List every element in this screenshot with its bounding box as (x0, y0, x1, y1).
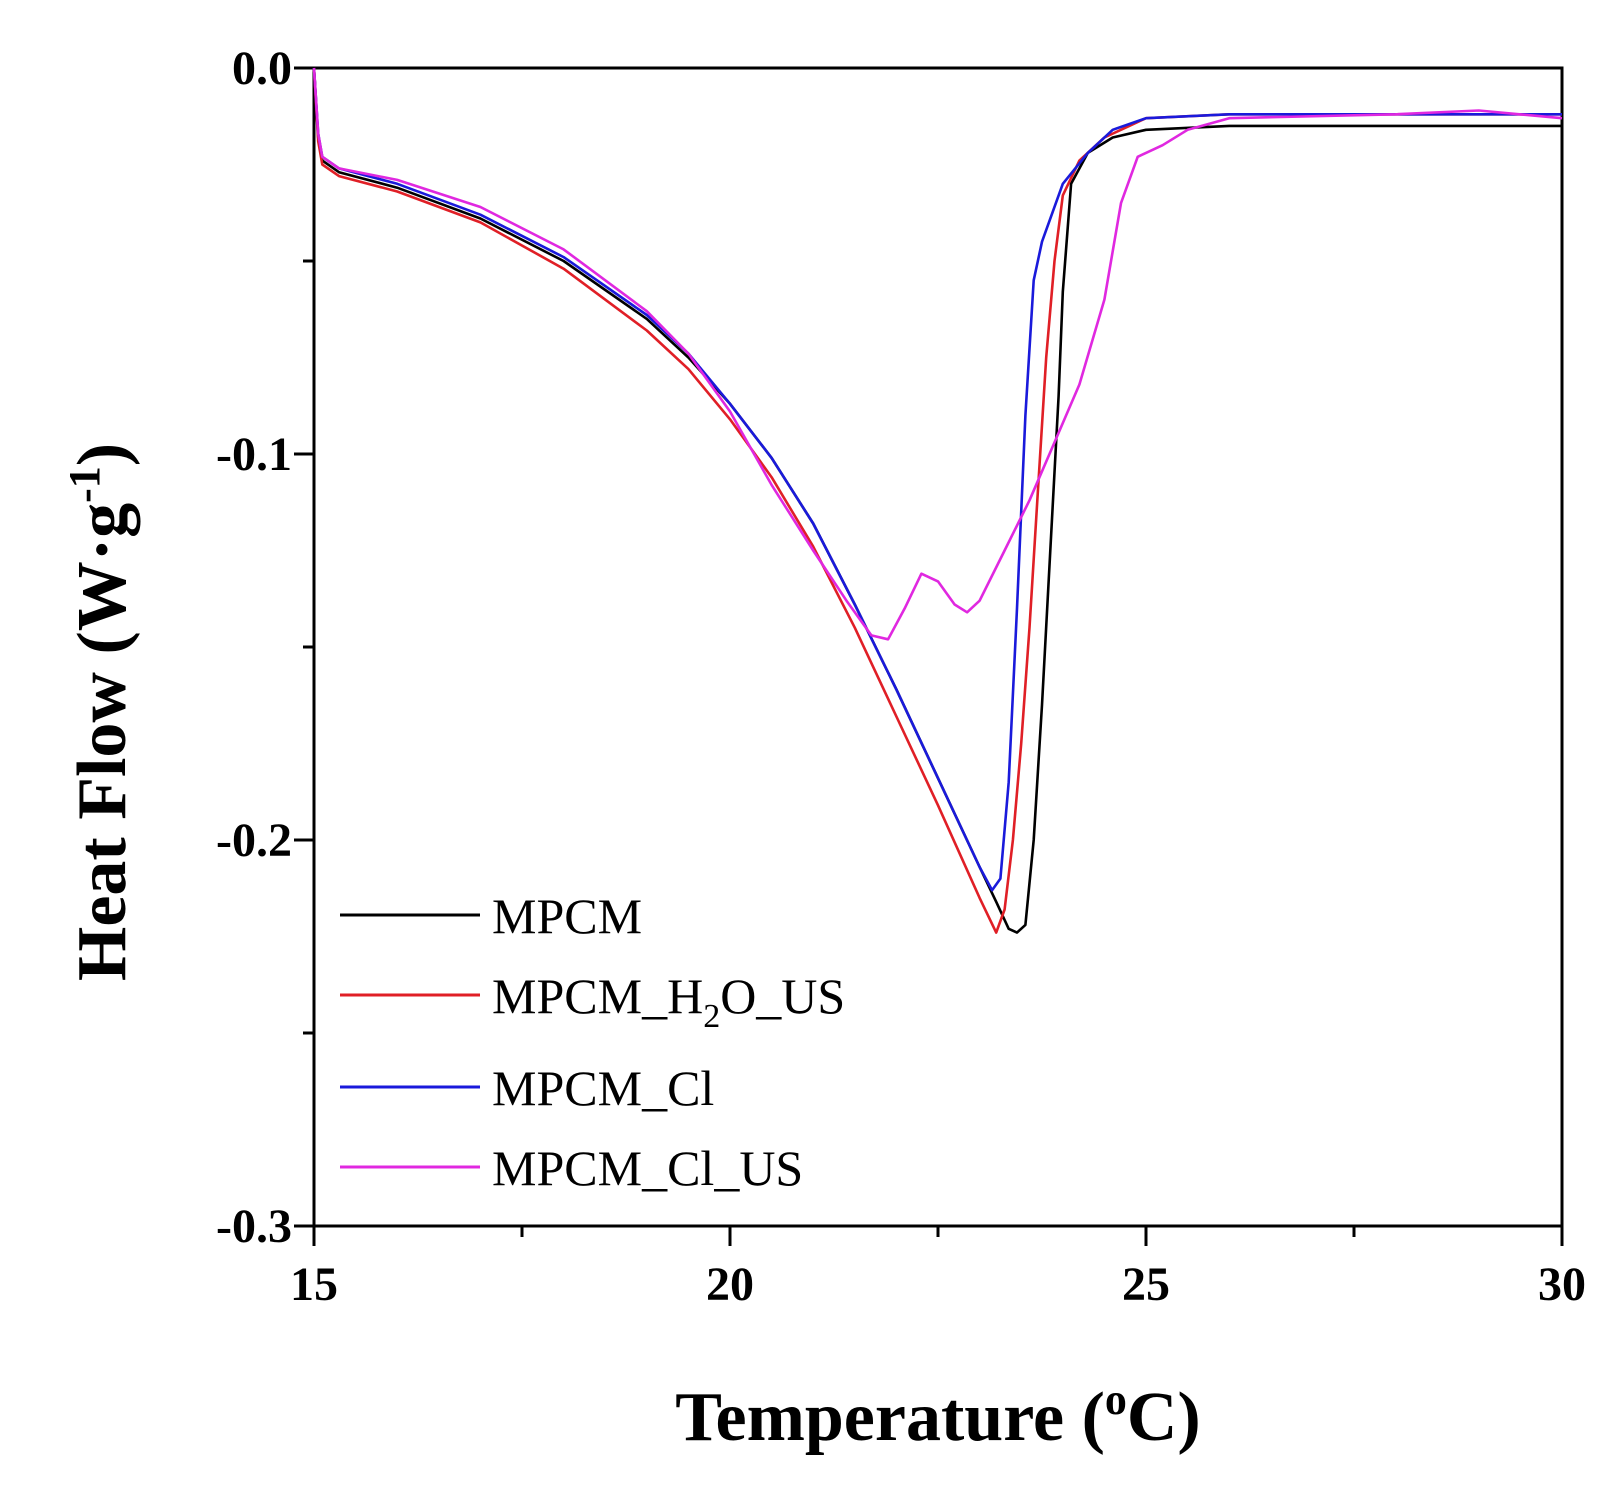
y-tick-label-0: 0.0 (232, 42, 292, 95)
x-tick-label-25: 25 (1122, 1258, 1170, 1311)
legend: MPCM MPCM_H2O_US MPCM_Cl MPCM_Cl_US (340, 888, 845, 1196)
axis-ticks (294, 66, 1564, 1246)
series-lines (312, 67, 1563, 934)
y-tick-label-neg0-3: -0.3 (216, 1200, 292, 1253)
plot-frame (312, 66, 1564, 1228)
series-line-mpcm-h2o-us (312, 67, 1562, 934)
x-axis-title: Temperature (oC) (675, 1375, 1201, 1456)
y-axis-title: Heat Flow (W·g-1) (60, 443, 141, 981)
legend-label-mpcm-cl: MPCM_Cl (492, 1060, 714, 1116)
y-tick-label-neg0-2: -0.2 (216, 814, 292, 867)
series-line-mpcm-cl-us (312, 67, 1563, 641)
x-tick-label-15: 15 (290, 1258, 338, 1311)
legend-label-mpcm: MPCM (492, 888, 642, 944)
x-tick-label-20: 20 (706, 1258, 754, 1311)
y-tick-label-neg0-1: -0.1 (216, 428, 292, 481)
x-tick-label-30: 30 (1538, 1258, 1586, 1311)
series-line-mpcm-cl (312, 67, 1562, 892)
legend-label-mpcm-cl-us: MPCM_Cl_US (492, 1140, 803, 1196)
legend-label-mpcm-h2o-us: MPCM_H2O_US (492, 968, 845, 1035)
